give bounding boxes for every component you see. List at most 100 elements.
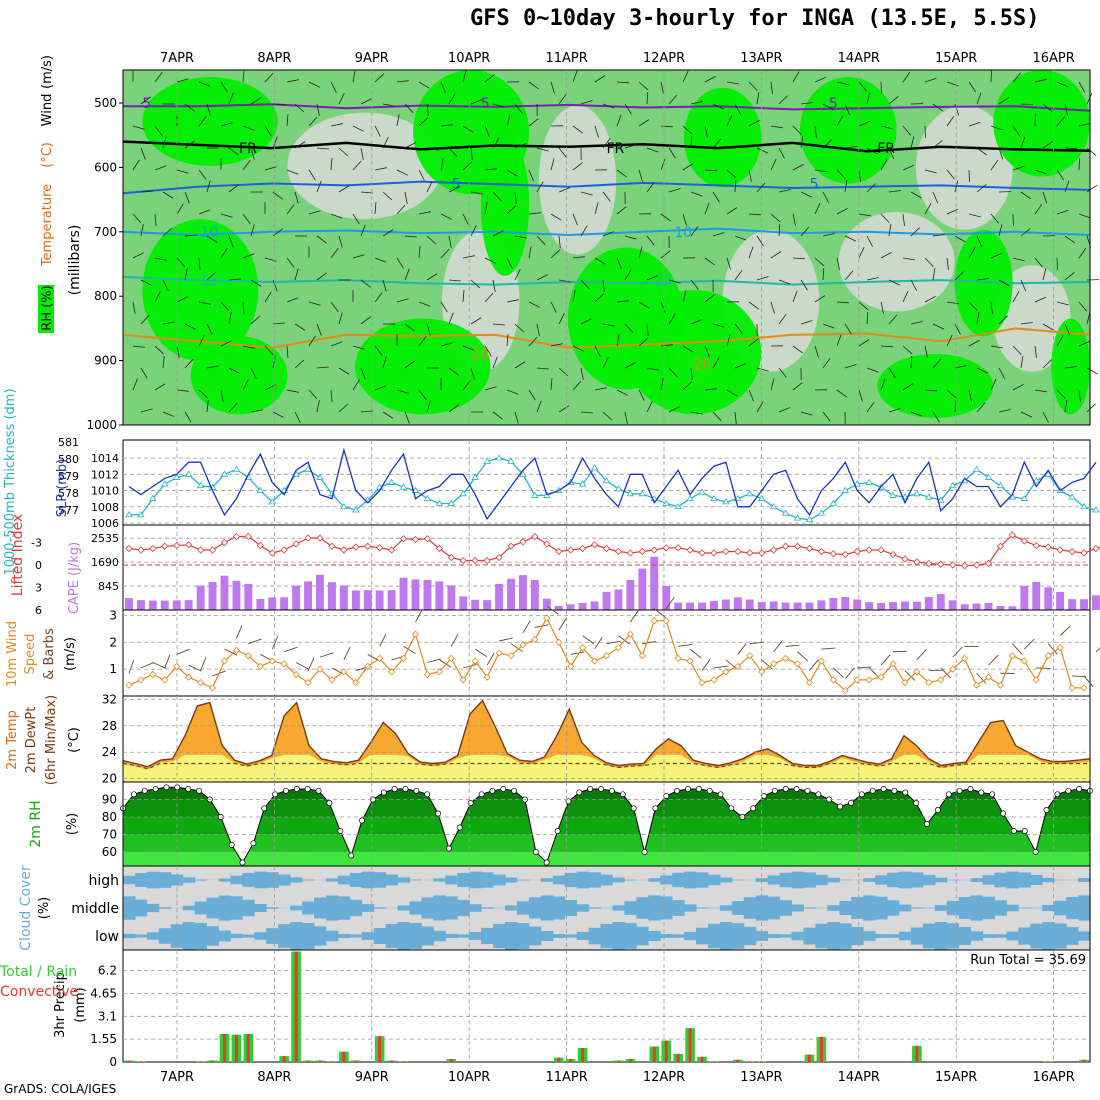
rh-region bbox=[190, 336, 288, 415]
wind-barb bbox=[154, 125, 163, 136]
wind-barb bbox=[374, 292, 383, 303]
wind-speed-point bbox=[889, 660, 897, 668]
wind-barb bbox=[976, 92, 982, 105]
wind-barb bbox=[770, 213, 781, 223]
wind-barb bbox=[440, 81, 446, 94]
lifted-index-point bbox=[244, 532, 252, 541]
cloud-bar bbox=[505, 922, 518, 950]
wind-barb-10m bbox=[152, 662, 166, 669]
wind-barb bbox=[836, 334, 842, 347]
rh2m-point bbox=[956, 787, 963, 794]
wind-barb bbox=[528, 169, 534, 182]
wind-barb-10m bbox=[1059, 625, 1071, 636]
axis-label-slp: SLP (mb) bbox=[55, 459, 70, 518]
wind-barb bbox=[1034, 203, 1043, 215]
wind-barb bbox=[184, 358, 194, 369]
cape-bar bbox=[662, 585, 671, 610]
rh2m-point bbox=[250, 840, 257, 847]
wind-barb bbox=[580, 279, 590, 290]
wind-barb bbox=[814, 345, 819, 358]
wind-barb bbox=[602, 279, 605, 292]
wind-barb bbox=[800, 226, 810, 237]
thickness-point bbox=[590, 464, 599, 471]
wind-barb bbox=[704, 345, 710, 358]
cape-bar bbox=[829, 598, 838, 610]
thickness-point bbox=[316, 473, 324, 480]
cloud-bar bbox=[791, 871, 804, 889]
cloud-bar bbox=[194, 901, 207, 915]
wind-speed-point bbox=[1008, 652, 1016, 660]
wind-barb bbox=[470, 225, 477, 237]
wind-barb-10m bbox=[415, 609, 423, 623]
wind-barb bbox=[382, 137, 389, 149]
wind-barb bbox=[822, 323, 835, 329]
date-label-bottom: 8APR bbox=[257, 1070, 291, 1085]
wind-barb-10m bbox=[1083, 675, 1094, 687]
wind-barb bbox=[594, 125, 599, 138]
wind-barb bbox=[646, 401, 653, 413]
wind-barb bbox=[880, 213, 890, 223]
wind-barb bbox=[250, 409, 263, 413]
cloud-bar bbox=[552, 875, 566, 885]
precip-convective-bar bbox=[282, 1056, 286, 1062]
wind-barb bbox=[624, 144, 637, 149]
wind-barb bbox=[712, 103, 725, 110]
wind-barb bbox=[536, 400, 542, 413]
cloud-bar bbox=[624, 901, 637, 915]
cape-bar bbox=[936, 594, 945, 610]
wind-speed-point bbox=[1032, 676, 1040, 684]
thickness-point bbox=[304, 465, 312, 472]
rh2m-point bbox=[663, 793, 670, 799]
date-label-top: 16APR bbox=[1032, 51, 1074, 66]
wind-speed-point bbox=[722, 668, 730, 676]
wind-barb bbox=[220, 213, 233, 218]
wind-barb bbox=[748, 169, 752, 182]
wind-barb bbox=[396, 204, 406, 215]
cape-bar bbox=[710, 600, 718, 610]
cloud-bar bbox=[564, 872, 578, 888]
cloud-bar bbox=[612, 877, 625, 883]
wind-barb bbox=[668, 279, 681, 284]
thickness-point bbox=[757, 494, 766, 502]
ytick-label: 1000 bbox=[86, 418, 117, 432]
cloud-bar bbox=[373, 907, 387, 909]
wind-barb bbox=[594, 202, 599, 215]
wind-barb bbox=[660, 81, 664, 94]
cloud-bar bbox=[767, 896, 781, 920]
cape-bar bbox=[984, 602, 993, 610]
wind-barb bbox=[550, 249, 561, 259]
wind-barb bbox=[162, 321, 175, 325]
wind-barb bbox=[528, 301, 540, 308]
wind-barb bbox=[580, 411, 594, 414]
axis-label-lifted-index: Lifted Index bbox=[10, 514, 26, 596]
rh2m-point bbox=[500, 786, 507, 792]
wind-barb bbox=[734, 145, 747, 149]
wind-barb bbox=[638, 337, 649, 347]
cloud-bar bbox=[1006, 904, 1019, 912]
axis-label-cloud-unit: (%) bbox=[37, 897, 52, 920]
wind-barb bbox=[682, 381, 693, 391]
wind-barb bbox=[910, 411, 923, 417]
rh2m-point bbox=[1043, 807, 1050, 813]
wind-barb bbox=[184, 234, 198, 237]
cloud-bar bbox=[254, 932, 267, 940]
wind-barb bbox=[660, 125, 674, 128]
wind-barb bbox=[382, 229, 394, 237]
wind-barb bbox=[924, 169, 937, 174]
cape-bar bbox=[292, 585, 301, 610]
wind-barb bbox=[800, 136, 804, 149]
cloud-bar bbox=[397, 877, 410, 883]
wind-barb-10m bbox=[916, 649, 927, 661]
wind-barb bbox=[1034, 78, 1047, 83]
cloud-bar bbox=[887, 900, 900, 916]
lifted-index-point bbox=[1068, 547, 1076, 556]
wind-barb bbox=[484, 74, 495, 83]
wind-barb bbox=[624, 235, 637, 240]
wind-barb-10m bbox=[821, 647, 836, 650]
wind-barb bbox=[910, 191, 922, 199]
wind-barb bbox=[250, 97, 262, 105]
rh2m-point bbox=[978, 789, 985, 796]
wind-barb bbox=[690, 101, 703, 105]
wind-speed-point bbox=[626, 630, 634, 638]
wind-barb bbox=[946, 169, 955, 180]
